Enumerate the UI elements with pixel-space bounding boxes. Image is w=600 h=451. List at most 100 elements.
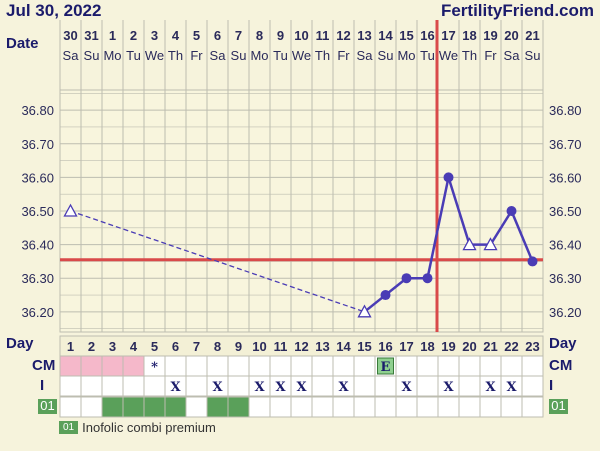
weekday-tick: Sa	[210, 48, 227, 63]
date-tick: 3	[151, 28, 158, 43]
date-tick: 8	[256, 28, 263, 43]
cycle-day-tick: 14	[336, 339, 351, 354]
weekday-tick: Th	[462, 48, 477, 63]
row-label-day: Day	[6, 335, 34, 352]
temp-triangle	[483, 237, 498, 251]
intercourse-mark: X	[254, 380, 265, 395]
weekday-tick: Mo	[250, 48, 268, 63]
intercourse-mark: X	[401, 380, 412, 395]
chart-date: Jul 30, 2022	[6, 1, 102, 20]
cycle-day-tick: 5	[151, 339, 158, 354]
cm-cell	[521, 355, 544, 377]
row-label-date: Date	[6, 35, 39, 52]
medication-cell	[521, 396, 544, 418]
medication-badge-right	[549, 399, 568, 414]
cycle-day-tick: 12	[294, 339, 308, 354]
medication-cell	[416, 396, 439, 418]
y-tick-left: 36.60	[21, 170, 54, 185]
cycle-day-tick: 15	[357, 339, 371, 354]
weekday-tick: Tu	[273, 48, 288, 63]
cycle-day-tick: 7	[193, 339, 200, 354]
intercourse-mark: X	[506, 380, 517, 395]
temp-line	[489, 210, 513, 246]
weekday-tick: Fr	[484, 48, 497, 63]
weekday-tick: Tu	[420, 48, 435, 63]
cycle-day-tick: 10	[252, 339, 266, 354]
date-tick: 6	[214, 28, 221, 43]
date-tick: 18	[462, 28, 476, 43]
temp-dot	[506, 206, 517, 216]
medication-badge-left-text: 01	[40, 398, 54, 413]
cm-cell	[59, 355, 82, 377]
medication-cell	[185, 396, 208, 418]
row-label-intercourse: I	[40, 377, 44, 394]
y-tick-left: 36.50	[21, 204, 54, 219]
intercourse-cell	[59, 375, 82, 397]
weekday-tick: Fr	[190, 48, 203, 63]
temp-dot	[422, 273, 433, 284]
intercourse-cell	[374, 375, 397, 397]
cycle-day-tick: 17	[399, 339, 413, 354]
cycle-day-tick: 2	[88, 339, 95, 354]
intercourse-cell	[521, 375, 544, 397]
y-tick-right: 36.30	[549, 271, 582, 286]
y-tick-left: 36.20	[21, 305, 54, 320]
medication-cell	[437, 396, 460, 418]
date-tick: 19	[483, 28, 497, 43]
temp-line	[447, 177, 471, 245]
temp-dot	[527, 256, 538, 267]
y-tick-right: 36.70	[549, 137, 582, 152]
weekday-tick: Th	[315, 48, 330, 63]
temp-triangle	[63, 203, 78, 217]
intercourse-cell	[458, 375, 481, 397]
weekday-tick: We	[439, 48, 458, 63]
intercourse-cell	[101, 375, 124, 397]
date-tick: 14	[378, 28, 393, 43]
medication-badge-right-text: 01	[551, 398, 565, 413]
weekday-tick: Mo	[103, 48, 121, 63]
medication-cell	[248, 396, 271, 418]
date-tick: 9	[277, 28, 284, 43]
y-tick-left: 36.30	[21, 271, 54, 286]
medication-cell	[164, 396, 187, 418]
cycle-day-tick: 1	[67, 339, 74, 354]
weekday-tick: Su	[84, 48, 100, 63]
medication-cell	[311, 396, 334, 418]
cm-mark: *	[151, 360, 158, 375]
medication-cell	[332, 396, 355, 418]
cycle-day-tick: 18	[420, 339, 434, 354]
cm-cell	[185, 355, 208, 377]
date-tick: 10	[294, 28, 308, 43]
cycle-day-tick: 22	[504, 339, 518, 354]
medication-cell	[374, 396, 397, 418]
weekday-tick: Tu	[126, 48, 141, 63]
weekday-tick: Sa	[504, 48, 521, 63]
date-tick: 11	[316, 28, 330, 43]
cycle-day-tick: 11	[274, 339, 288, 354]
date-tick: 15	[399, 28, 413, 43]
intercourse-mark: X	[170, 380, 181, 395]
weekday-tick: We	[292, 48, 311, 63]
cm-cell	[479, 355, 502, 377]
cycle-day-tick: 9	[235, 339, 242, 354]
date-tick: 7	[235, 28, 242, 43]
temp-line	[510, 210, 534, 262]
medication-cell	[227, 396, 250, 418]
temp-dot	[443, 172, 454, 183]
cycle-day-tick: 19	[441, 339, 455, 354]
medication-cell	[479, 396, 502, 418]
medication-cell	[101, 396, 124, 418]
cycle-day-tick: 16	[378, 339, 392, 354]
date-tick: 30	[63, 28, 77, 43]
intercourse-cell	[227, 375, 250, 397]
intercourse-mark: X	[338, 380, 349, 395]
temp-dot	[401, 273, 412, 284]
date-tick: 21	[525, 28, 539, 43]
intercourse-mark: X	[485, 380, 496, 395]
y-tick-right: 36.50	[549, 204, 582, 219]
y-tick-right: 36.40	[549, 238, 582, 253]
cycle-day-tick: 6	[172, 339, 179, 354]
intercourse-mark: X	[275, 380, 286, 395]
medication-cell	[500, 396, 523, 418]
